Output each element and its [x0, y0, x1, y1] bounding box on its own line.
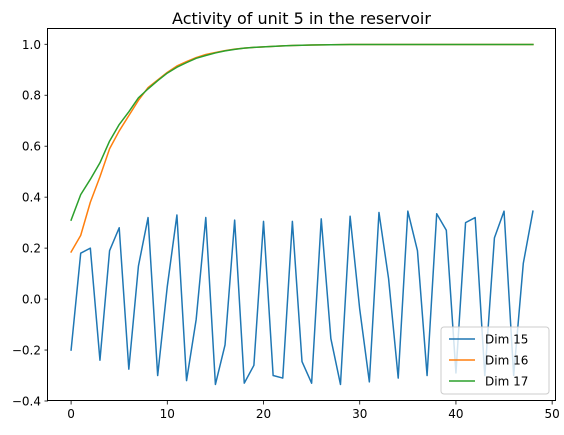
- series-line-dim-17: [70, 43, 534, 222]
- x-tick-label: 20: [256, 407, 271, 421]
- y-tick-label: 0.0: [22, 293, 41, 307]
- y-axis: −0.4 −0.2 0.0 0.2 0.4 0.6 0.8 1.0: [12, 38, 48, 409]
- y-tick-label: −0.4: [12, 395, 41, 409]
- legend-label-dim-15: Dim 15: [485, 333, 528, 347]
- x-tick-label: 30: [352, 407, 367, 421]
- x-tick-label: 0: [67, 407, 75, 421]
- x-axis: 0 10 20 30 40 50: [67, 401, 560, 421]
- x-tick-label: 10: [160, 407, 175, 421]
- axes-frame: [47, 28, 556, 401]
- legend: Dim 15 Dim 16 Dim 17: [440, 326, 550, 395]
- y-tick-label: 1.0: [22, 38, 41, 52]
- x-tick-label: 50: [545, 407, 560, 421]
- legend-label-dim-16: Dim 16: [485, 354, 528, 368]
- y-tick-label: 0.2: [22, 242, 41, 256]
- chart-title: Activity of unit 5 in the reservoir: [172, 9, 431, 28]
- y-tick-label: 0.4: [22, 191, 41, 205]
- x-tick-label: 40: [448, 407, 463, 421]
- y-tick-label: 0.8: [22, 89, 41, 103]
- y-tick-label: 0.6: [22, 140, 41, 154]
- legend-label-dim-17: Dim 17: [485, 375, 528, 389]
- legend-box: [440, 326, 550, 395]
- y-tick-label: −0.2: [12, 344, 41, 358]
- series-line-dim-16: [70, 43, 534, 253]
